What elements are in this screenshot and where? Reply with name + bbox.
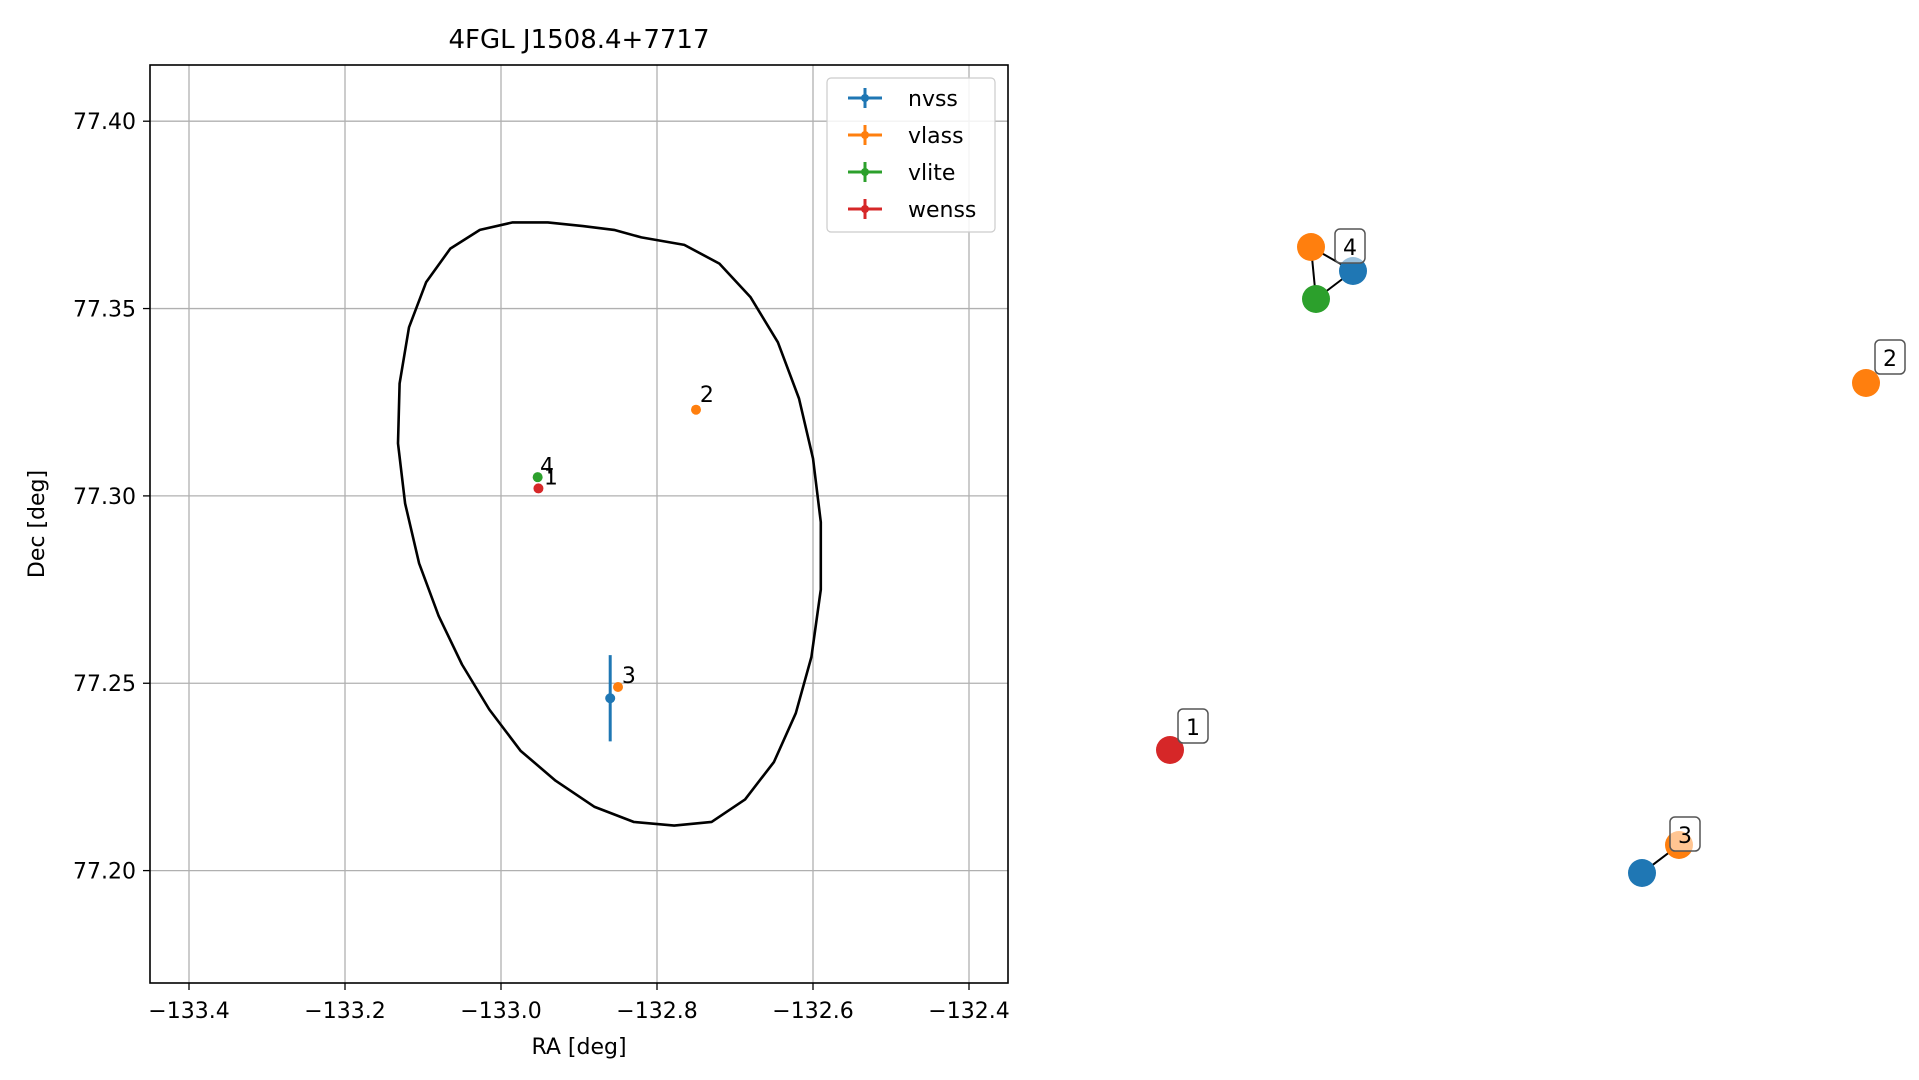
y-axis-ticks: 77.20 77.25 77.30 77.35 77.40 (73, 110, 150, 885)
x-tick-label: −133.4 (148, 999, 229, 1024)
legend-box (826, 77, 996, 233)
graph-label-3: 3 (1678, 824, 1692, 849)
y-tick-label: 77.30 (73, 485, 136, 510)
x-axis-title: RA [deg] (531, 1035, 626, 1060)
y-axis-title: Dec [deg] (25, 470, 50, 578)
graph-node-nvss (1339, 257, 1367, 285)
vlass-point (691, 404, 701, 415)
graph-label-box (1874, 339, 1906, 375)
legend-marker-vlite (861, 168, 869, 176)
nvss-point (605, 693, 616, 704)
graph-node-vlass (1297, 233, 1325, 261)
data-points (532, 404, 701, 742)
legend-label-vlass: vlass (908, 124, 964, 149)
graph-label-box (1334, 228, 1366, 264)
legend: nvss vlass vlite wenss (826, 77, 996, 233)
x-axis-ticks: −133.4 −133.2 −133.0 −132.8 −132.6 −132.4 (148, 983, 1010, 1024)
point-label-4: 4 (540, 454, 554, 479)
plot-frame (149, 64, 1009, 984)
y-tick-label: 77.40 (73, 110, 136, 135)
graph-label-2: 2 (1883, 347, 1897, 372)
y-tick-label: 77.20 (73, 860, 136, 885)
graph-node-vlite (1302, 285, 1330, 313)
vlass-point (613, 681, 623, 692)
graph-node-wenss (1156, 736, 1184, 764)
point-label-2: 2 (700, 383, 714, 408)
y-tick-label: 77.35 (73, 298, 136, 323)
legend-marker-vlass (861, 131, 869, 139)
legend-label-wenss: wenss (908, 198, 976, 223)
vlite-point (532, 472, 543, 483)
wenss-point (533, 483, 544, 494)
graph-label-box (1669, 816, 1701, 852)
y-tick-label: 77.25 (73, 672, 136, 697)
point-label-3: 3 (622, 664, 636, 689)
legend-label-nvss: nvss (908, 87, 958, 112)
x-tick-label: −132.8 (616, 999, 697, 1024)
legend-label-vlite: vlite (908, 161, 955, 186)
uncertainty-ellipse (396, 221, 823, 827)
x-tick-label: −133.2 (304, 999, 385, 1024)
chart-title: 4FGL J1508.4+7717 (449, 25, 710, 55)
crossmatch-graph: 1 2 3 4 (1156, 228, 1906, 887)
legend-marker-nvss (861, 94, 869, 102)
graph-node-nvss (1628, 859, 1656, 887)
point-label-1: 1 (544, 466, 558, 491)
error-ellipse (396, 221, 823, 827)
graph-label-4: 4 (1343, 236, 1357, 261)
point-labels: 1 2 3 4 (540, 383, 714, 689)
legend-marker-wenss (861, 205, 869, 213)
graph-node-vlass (1852, 369, 1880, 397)
x-tick-label: −132.6 (772, 999, 853, 1024)
x-tick-label: −133.0 (460, 999, 541, 1024)
graph-label-1: 1 (1186, 716, 1200, 741)
graph-label-box (1177, 708, 1209, 744)
x-tick-label: −132.4 (928, 999, 1009, 1024)
